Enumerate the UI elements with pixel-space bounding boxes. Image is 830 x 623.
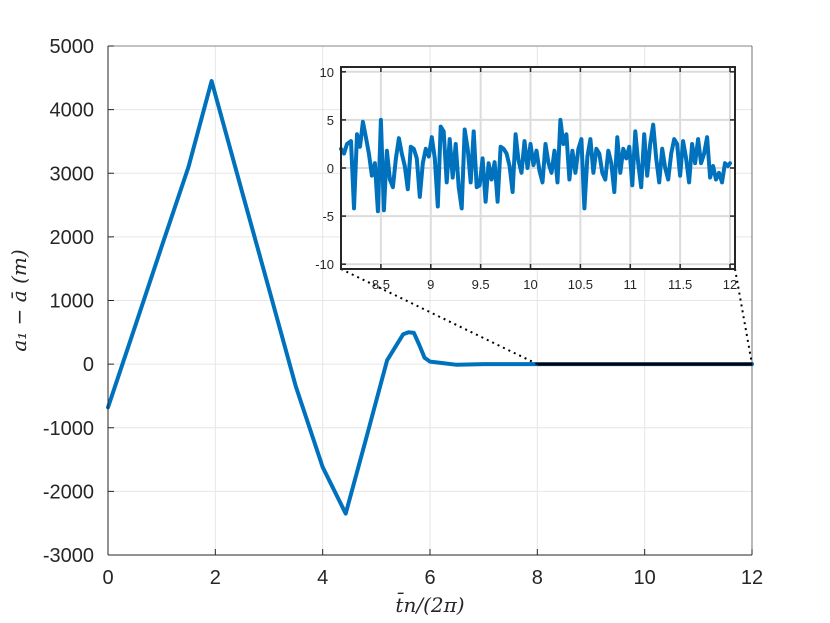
x-tick-label: 0 <box>102 567 113 589</box>
y-tick-label: 3000 <box>50 163 95 185</box>
x-tick-label: 2 <box>210 567 221 589</box>
y-tick-label: -2000 <box>43 481 94 503</box>
y-tick-label: 4000 <box>50 100 95 122</box>
inset-y-tick-label: -10 <box>315 257 334 272</box>
x-tick-label: 12 <box>741 567 763 589</box>
y-tick-label: -1000 <box>43 418 94 440</box>
inset-y-tick-label: 10 <box>320 65 334 80</box>
y-tick-label: 5000 <box>50 36 95 58</box>
inset-series-layer <box>339 117 732 214</box>
y-axis-title: a₁ − ā (m) <box>7 249 31 351</box>
inset-x-tick-label: 8.5 <box>372 277 390 292</box>
x-tick-label: 6 <box>424 567 435 589</box>
inset-x-tick-label: 11 <box>624 277 638 292</box>
zoom-connector-lines <box>340 268 753 366</box>
x-tick-label: 10 <box>634 567 656 589</box>
inset-tick-labels: 8.5 9 9.5 10 10.5 11 11.5 12 -10 -5 0 5 10 <box>315 65 737 292</box>
inset-x-tick-label: 11.5 <box>668 277 692 292</box>
y-tick-label: 2000 <box>50 227 95 249</box>
inset-axes-box <box>340 66 736 270</box>
inset-x-tick-label: 10.5 <box>568 277 593 292</box>
inset-series-line <box>339 117 732 214</box>
main-series-layer <box>106 79 754 516</box>
y-tick-label: -3000 <box>43 545 94 567</box>
inset-y-tick-label: 5 <box>327 113 334 128</box>
y-tick-label: 1000 <box>50 291 95 313</box>
main-series-line <box>106 79 754 516</box>
inset-y-tick-label: 0 <box>327 161 334 176</box>
main-axes-box <box>107 45 753 556</box>
inset-x-tick-label: 10 <box>523 277 537 292</box>
inset-plot: 8.5 9 9.5 10 10.5 11 11.5 12 -10 -5 0 5 10 <box>315 65 737 292</box>
inset-x-tick-label: 9.5 <box>472 277 490 292</box>
main-tick-labels: 0 2 4 6 8 10 12 -3000 -2000 -1000 0 1000 2000 3000 400… <box>43 36 763 589</box>
inset-x-tick-label: 9 <box>427 277 434 292</box>
zoom-connector-left <box>340 268 538 366</box>
inset-x-tick-label: 12 <box>723 277 737 292</box>
x-tick-label: 8 <box>532 567 543 589</box>
x-tick-label: 4 <box>317 567 328 589</box>
zoom-connector-right <box>734 268 753 365</box>
x-axis-title: t̄n/(2π) <box>395 592 464 617</box>
inset-y-tick-label: -5 <box>322 209 334 224</box>
y-tick-label: 0 <box>83 354 94 376</box>
